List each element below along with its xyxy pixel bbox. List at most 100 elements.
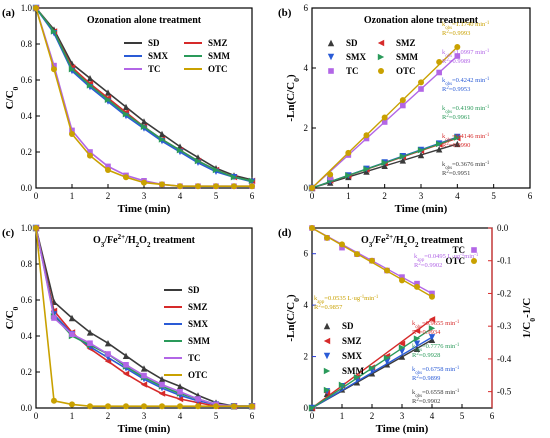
legend-marker bbox=[377, 39, 385, 47]
legend-marker bbox=[377, 53, 385, 61]
data-point bbox=[248, 177, 256, 184]
data-point bbox=[177, 183, 183, 190]
legend-item-otc: OTC bbox=[164, 370, 208, 380]
data-point bbox=[176, 395, 184, 403]
annotation-r2: R2=0.9961 bbox=[442, 114, 470, 122]
x-tick-label: 0 bbox=[310, 411, 315, 421]
panel-title: O3/Fe2+/H2O2 treatment bbox=[361, 233, 464, 249]
y2-axis-label: 1/C0-1/C bbox=[521, 298, 537, 339]
data-point bbox=[176, 147, 184, 154]
x-tick-label: 4 bbox=[178, 411, 183, 421]
series-line bbox=[35, 7, 252, 187]
x-tick-label: 4 bbox=[455, 191, 460, 201]
data-point bbox=[123, 403, 129, 410]
legend-label: SD bbox=[342, 321, 354, 331]
series-otc bbox=[309, 44, 461, 191]
annotation-r2: R2=0.9953 bbox=[442, 86, 470, 94]
legend-item-smz: SMZ bbox=[164, 302, 208, 312]
y-tick-label: 0.0 bbox=[21, 183, 33, 193]
plot-frame bbox=[311, 7, 531, 189]
panel-c: 0 1 2 3 4 5 6 0.0 0.2 0.4 0.6 0.8 1.0 Time (min) C/C0 (… bbox=[2, 223, 256, 435]
annotation-r2: R2=0.9989 bbox=[442, 58, 470, 66]
data-point bbox=[158, 136, 166, 143]
data-point bbox=[399, 277, 405, 284]
data-point bbox=[122, 111, 130, 118]
series-smz bbox=[32, 4, 256, 184]
data-point bbox=[323, 386, 331, 394]
legend-item-tc: TC bbox=[164, 353, 201, 363]
data-point bbox=[104, 358, 112, 365]
legend-marker bbox=[323, 337, 331, 345]
data-point bbox=[104, 89, 112, 96]
data-point bbox=[383, 354, 391, 362]
legend-label: OTC bbox=[445, 256, 465, 266]
data-point bbox=[86, 75, 94, 82]
y-tick-label: 2 bbox=[304, 352, 309, 362]
x-tick-label: 0 bbox=[34, 191, 39, 201]
data-point bbox=[436, 69, 442, 76]
legend-marker bbox=[327, 53, 335, 61]
legend-item-tc: TC bbox=[328, 66, 359, 76]
annotation-k: kobs=0.4146 min-1 bbox=[442, 133, 490, 143]
data-point bbox=[428, 334, 436, 341]
legend-item-smx: SMX bbox=[124, 51, 169, 61]
data-point bbox=[212, 166, 220, 174]
y2-tick-label: -0.2 bbox=[497, 288, 511, 298]
legend-marker bbox=[378, 68, 384, 74]
annotation-r2: R2=0.9951 bbox=[442, 170, 470, 178]
legend-item-otc: OTC bbox=[184, 64, 228, 74]
y-tick-label: 6 bbox=[304, 3, 309, 13]
x-tick-label: 1 bbox=[70, 411, 75, 421]
legend-item-smm: SMM bbox=[377, 52, 419, 62]
data-point bbox=[369, 257, 375, 264]
series-sd bbox=[32, 4, 256, 184]
y-tick-label: 0.8 bbox=[21, 259, 33, 269]
x-tick-label: 5 bbox=[491, 191, 496, 201]
legend-marker bbox=[471, 258, 477, 264]
data-point bbox=[177, 403, 183, 410]
series-tc bbox=[33, 5, 255, 189]
data-point bbox=[309, 225, 315, 231]
x-tick-label: 6 bbox=[528, 191, 533, 201]
data-point bbox=[435, 146, 443, 153]
data-point bbox=[413, 335, 421, 342]
data-point bbox=[69, 331, 75, 337]
legend-label: SMZ bbox=[342, 336, 362, 346]
annotation-r2: R2=0.9899 bbox=[412, 375, 440, 383]
y-tick-label: 0.4 bbox=[21, 111, 33, 121]
data-point bbox=[429, 290, 435, 297]
y-tick-label: 2 bbox=[304, 123, 309, 133]
annotation-r2: R2=0.9857 bbox=[314, 304, 343, 312]
legend-item-smz: SMZ bbox=[377, 38, 416, 48]
series-line bbox=[35, 7, 253, 181]
data-point bbox=[123, 362, 129, 368]
legend-item-smz: SMZ bbox=[323, 336, 362, 346]
data-point bbox=[429, 293, 435, 300]
legend-item-sd: SD bbox=[164, 285, 200, 295]
panel-label: (b) bbox=[278, 7, 292, 19]
series-otc bbox=[33, 5, 255, 190]
x-tick-label: 6 bbox=[250, 411, 255, 421]
x-tick-label: 3 bbox=[400, 411, 405, 421]
x-axis-label: Time (min) bbox=[118, 203, 171, 215]
annotation-k: kobs=0.4242 min-1 bbox=[442, 77, 490, 87]
data-point bbox=[413, 340, 421, 347]
series-sd bbox=[308, 140, 461, 192]
data-point bbox=[141, 372, 147, 379]
legend-item-smz: SMZ bbox=[184, 38, 228, 48]
annotation-k: kobs=0.9655 min-1 bbox=[412, 320, 460, 330]
data-point bbox=[51, 66, 57, 73]
legend-label: SMZ bbox=[396, 38, 416, 48]
fit-annotations: kapp=0.0495 L·ug-1min-1R2=0.9902kapp=0.0… bbox=[314, 253, 479, 406]
data-point bbox=[324, 234, 330, 241]
y2-tick-label: -0.4 bbox=[497, 354, 512, 364]
data-point bbox=[413, 327, 421, 335]
series-smm bbox=[308, 325, 436, 412]
panel-title: Ozonation alone treatment bbox=[87, 15, 202, 26]
legend-label: SMX bbox=[346, 52, 367, 62]
data-point bbox=[104, 96, 112, 103]
data-point bbox=[86, 82, 94, 89]
y-tick-label: 0.2 bbox=[21, 147, 32, 157]
annotation-r2: R2=0.9993 bbox=[442, 30, 470, 38]
